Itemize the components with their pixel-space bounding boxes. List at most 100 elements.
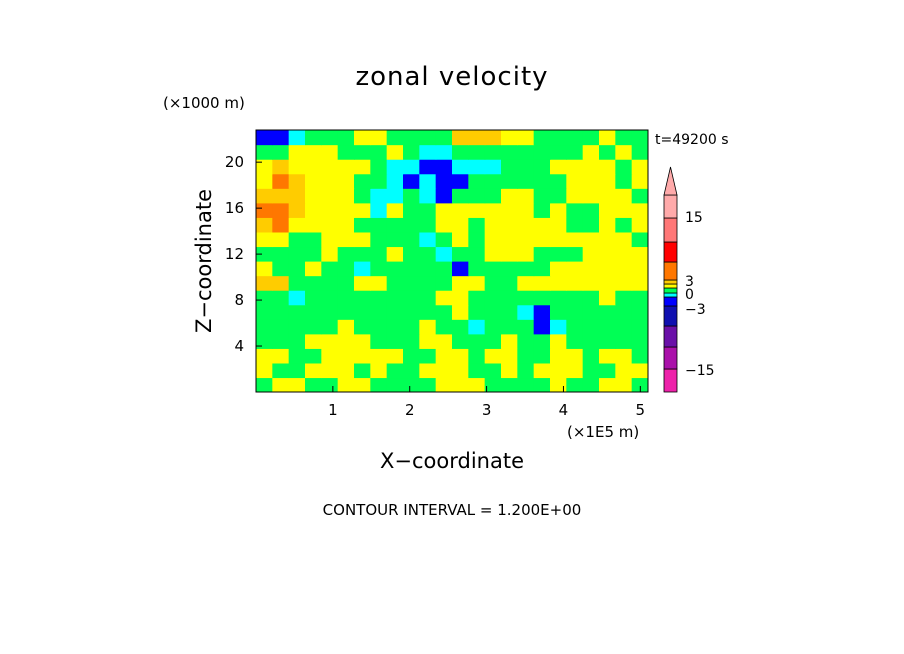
heatmap-cell (403, 159, 420, 175)
heatmap-cell (386, 202, 404, 218)
heatmap-cell (501, 348, 518, 364)
heatmap-cell (321, 217, 339, 233)
heatmap-cell (354, 362, 371, 379)
heatmap-cell (435, 275, 453, 291)
heatmap-cell (452, 319, 469, 335)
heatmap-cell (403, 377, 420, 392)
heatmap-cell (272, 130, 290, 146)
heatmap-cell (615, 188, 633, 204)
heatmap-cell (305, 319, 322, 335)
heatmap-cell (631, 333, 648, 349)
heatmap-cell (484, 348, 502, 364)
heatmap-cell (370, 290, 388, 306)
heatmap-cell (288, 362, 306, 379)
heatmap-cell (386, 130, 404, 146)
heatmap-cell (419, 333, 437, 349)
heatmap-cell (435, 173, 453, 189)
heatmap-cell (403, 333, 420, 349)
heatmap-cell (501, 261, 518, 277)
heatmap-cell (484, 159, 502, 175)
heatmap-cell (288, 333, 306, 349)
heatmap-cell (452, 246, 469, 262)
heatmap-cell (468, 173, 486, 189)
heatmap-cell (272, 159, 290, 175)
colorbar (663, 166, 678, 393)
heatmap-cell (517, 202, 535, 218)
colorbar-swatch (663, 283, 678, 289)
heatmap-cell (272, 188, 290, 204)
heatmap-cell (484, 231, 502, 248)
heatmap-cell (582, 275, 600, 291)
heatmap-cell (631, 188, 648, 204)
heatmap-cell (288, 173, 306, 189)
heatmap-cell (435, 188, 453, 204)
heatmap-cell (550, 130, 567, 146)
heatmap-cell (566, 217, 584, 233)
heatmap-cell (337, 348, 355, 364)
heatmap-cell (386, 217, 404, 233)
heatmap-cell (403, 173, 420, 189)
contour-interval-footer: CONTOUR INTERVAL = 1.200E+00 (323, 501, 582, 519)
heatmap-cell (631, 290, 648, 306)
heatmap-cell (419, 348, 437, 364)
heatmap-cell (386, 246, 404, 262)
heatmap-cell (272, 202, 290, 218)
heatmap-cell (386, 304, 404, 320)
heatmap-cell (501, 246, 518, 262)
heatmap-cell (631, 362, 648, 379)
heatmap-cell (288, 377, 306, 392)
heatmap-cell (615, 202, 633, 218)
heatmap-cell (305, 130, 322, 146)
heatmap-cell (631, 275, 648, 291)
heatmap-cell (403, 362, 420, 379)
heatmap-cell (403, 261, 420, 277)
heatmap-cell (403, 348, 420, 364)
heatmap-cell (354, 144, 371, 160)
heatmap-cell (272, 261, 290, 277)
x-tick-label: 4 (559, 401, 569, 419)
heatmap-cell (288, 348, 306, 364)
heatmap-cell (256, 261, 273, 277)
heatmap-cell (272, 319, 290, 335)
heatmap-cell (321, 362, 339, 379)
heatmap-cell (517, 261, 535, 277)
y-tick-label: 4 (234, 337, 244, 355)
heatmap-cell (550, 202, 567, 218)
heatmap-cell (582, 159, 600, 175)
heatmap-cell (517, 348, 535, 364)
heatmap-cell (533, 246, 551, 262)
heatmap-cell (533, 231, 551, 248)
y-tick-label: 16 (225, 199, 244, 217)
heatmap-cell (501, 377, 518, 392)
heatmap-cell (533, 261, 551, 277)
heatmap-cell (403, 188, 420, 204)
heatmap-cell (631, 217, 648, 233)
heatmap-cell (288, 304, 306, 320)
heatmap-cell (468, 319, 486, 335)
heatmap-cell (337, 290, 355, 306)
heatmap-cell (599, 217, 616, 233)
heatmap-cell (599, 290, 616, 306)
heatmap-cell (517, 319, 535, 335)
heatmap-cell (305, 348, 322, 364)
heatmap-cell (370, 202, 388, 218)
heatmap-cell (582, 304, 600, 320)
heatmap-cell (403, 217, 420, 233)
heatmap-cell (419, 144, 437, 160)
heatmap-cell (517, 246, 535, 262)
heatmap-cell (468, 159, 486, 175)
heatmap-cell (403, 231, 420, 248)
heatmap-cell (386, 348, 404, 364)
x-axis-label: X−coordinate (380, 449, 524, 473)
heatmap-cell (370, 188, 388, 204)
heatmap-cell (533, 173, 551, 189)
heatmap-cell (386, 377, 404, 392)
heatmap-cell (354, 246, 371, 262)
heatmap-cell (615, 377, 633, 392)
heatmap-cell (615, 173, 633, 189)
heatmap-cell (615, 333, 633, 349)
heatmap-cell (386, 275, 404, 291)
heatmap-cell (566, 159, 584, 175)
heatmap-cell (582, 130, 600, 146)
heatmap-cell (272, 333, 290, 349)
